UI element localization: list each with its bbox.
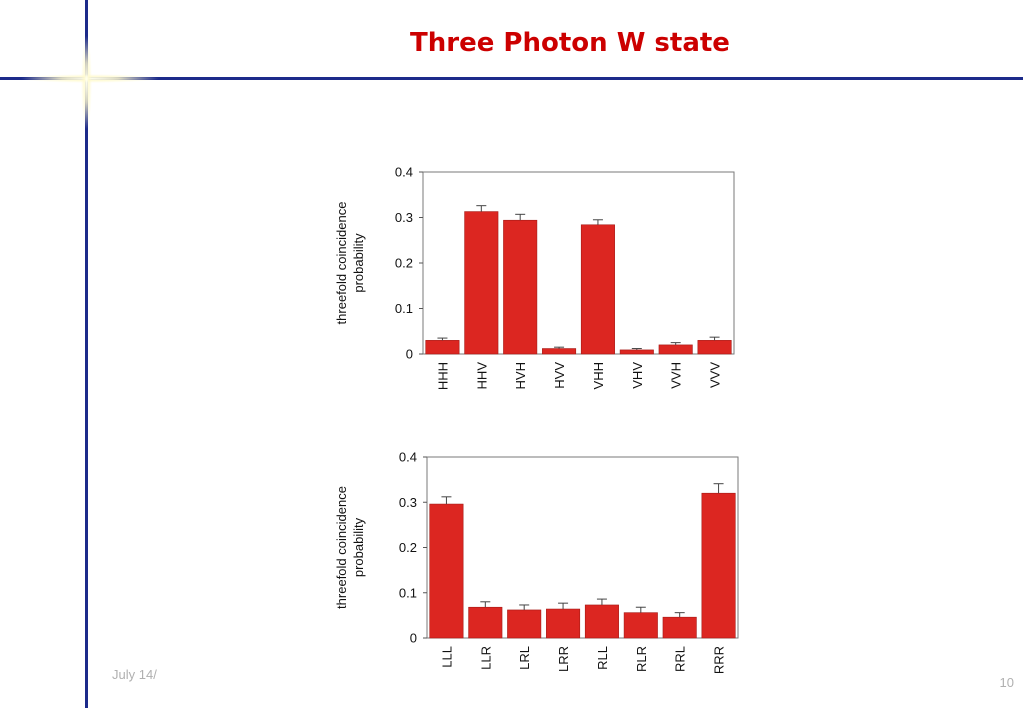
- x-tick-label: LRL: [517, 646, 532, 670]
- x-tick-label: LLL: [439, 646, 454, 668]
- bar-LLR: [468, 606, 503, 639]
- bar-LRR: [546, 608, 581, 639]
- y-tick-label: 0: [410, 631, 417, 646]
- x-tick-label: VHH: [591, 362, 606, 389]
- x-tick-label: HVH: [513, 362, 528, 389]
- y-tick-label: 0.1: [395, 301, 413, 316]
- y-axis-label: probability: [351, 517, 366, 577]
- bar-VHH: [580, 224, 615, 355]
- vertical-accent-line: [85, 0, 88, 708]
- y-tick-label: 0.4: [395, 165, 413, 180]
- x-tick-label: VVH: [669, 362, 684, 389]
- y-axis-label: probability: [351, 233, 366, 293]
- y-tick-label: 0.2: [399, 540, 417, 555]
- x-tick-label: LRR: [556, 646, 571, 672]
- slide-title: Three Photon W state: [410, 28, 730, 58]
- x-tick-label: RLL: [595, 646, 610, 670]
- x-tick-label: VHV: [630, 362, 645, 389]
- footer-date: July 14/: [112, 667, 157, 682]
- x-tick-label: HHV: [474, 362, 489, 390]
- bar-LLL: [429, 503, 464, 639]
- bar-HVH: [503, 219, 538, 355]
- x-tick-label: HVV: [552, 362, 567, 389]
- y-tick-label: 0.3: [399, 495, 417, 510]
- bar-RLL: [584, 604, 619, 639]
- bar-RRL: [662, 616, 697, 639]
- y-tick-label: 0.1: [399, 585, 417, 600]
- y-axis-label: threefold coincidence: [334, 486, 349, 609]
- x-tick-label: LLR: [478, 646, 493, 670]
- x-tick-label: VVV: [708, 362, 723, 388]
- y-tick-label: 0.4: [399, 450, 417, 465]
- accent-glow-vertical: [81, 35, 92, 130]
- y-tick-label: 0.3: [395, 210, 413, 225]
- x-tick-label: HHH: [435, 362, 450, 390]
- bar-HHV: [464, 211, 499, 355]
- horizontal-accent-line: [0, 77, 1023, 80]
- x-tick-label: RLR: [634, 646, 649, 672]
- page-number: 10: [999, 675, 1014, 690]
- bar-RRR: [701, 492, 736, 639]
- y-tick-label: 0.2: [395, 256, 413, 271]
- y-tick-label: 0: [406, 347, 413, 362]
- x-tick-label: RRL: [673, 646, 688, 672]
- bar-LRL: [507, 609, 542, 639]
- x-tick-label: RRR: [712, 646, 727, 674]
- bar-RLR: [623, 612, 658, 639]
- y-axis-label: threefold coincidence: [334, 202, 349, 325]
